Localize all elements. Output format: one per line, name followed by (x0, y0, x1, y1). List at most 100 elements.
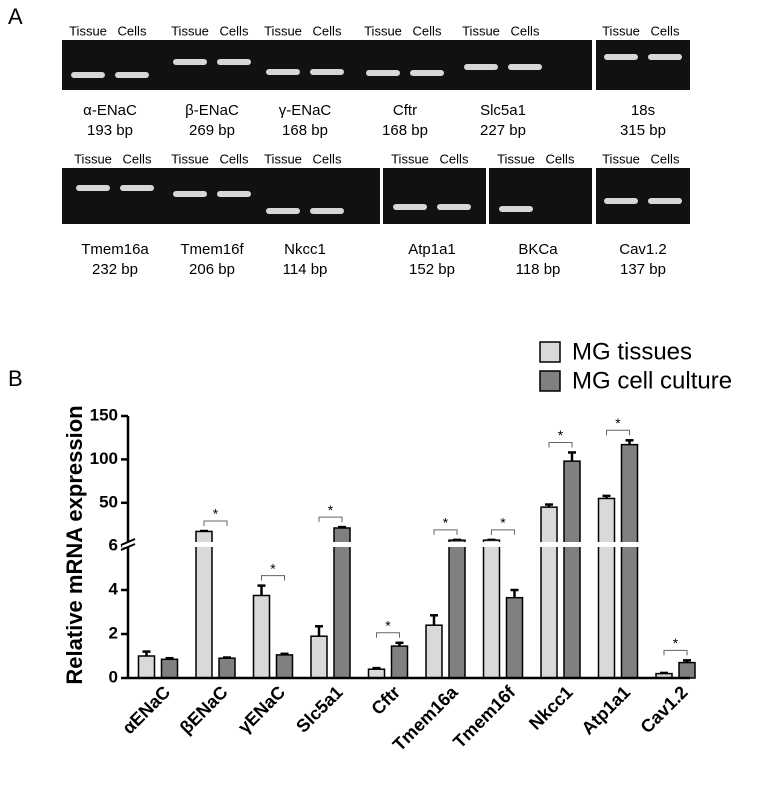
gel-band (648, 54, 682, 60)
lane-header: Tissue (74, 151, 112, 166)
gel-band (604, 198, 638, 204)
bar (252, 594, 271, 679)
lane-header: Tissue (497, 151, 535, 166)
lane-header: Cells (123, 151, 152, 166)
amplicon-size: 227 bp (480, 122, 526, 139)
legend-label: MG cell culture (572, 367, 732, 394)
x-tick-label: Nkcc1 (525, 682, 577, 734)
y-tick-label: 0 (109, 667, 118, 686)
amplicon-size: 193 bp (87, 122, 133, 139)
gene-name: Tmem16f (180, 241, 244, 258)
gene-name: Atp1a1 (408, 241, 456, 258)
y-tick-label: 50 (99, 492, 118, 511)
gel-band (310, 69, 344, 75)
lane-header: Tissue (391, 151, 429, 166)
gel-band (76, 185, 110, 191)
gel-band (464, 64, 498, 70)
y-tick-label: 4 (109, 579, 119, 598)
lane-header: Tissue (602, 151, 640, 166)
x-tick-label: Cav1.2 (636, 682, 691, 737)
gene-name: α-ENaC (83, 102, 137, 119)
gene-name: γ-ENaC (279, 102, 332, 119)
significance-bracket (433, 529, 458, 535)
bar (563, 460, 581, 679)
axis-break (120, 538, 136, 546)
legend-label: MG tissues (572, 338, 692, 365)
gene-name: Cftr (393, 102, 417, 119)
y-tick-label: 150 (90, 405, 118, 424)
legend-swatch (539, 341, 561, 363)
lane-header: Cells (546, 151, 575, 166)
lane-header: Cells (220, 23, 249, 38)
bar (620, 443, 639, 679)
significance-bracket (548, 441, 573, 448)
significance-label: * (213, 506, 219, 522)
x-tick-label: Atp1a1 (578, 682, 635, 739)
gel-band (648, 198, 682, 204)
bar (505, 596, 524, 679)
gel-band (217, 59, 251, 65)
x-tick-label: βENaC (176, 682, 232, 738)
gene-name: Slc5a1 (480, 102, 526, 119)
significance-label: * (558, 427, 564, 443)
lane-header: Cells (651, 151, 680, 166)
gene-name: Tmem16a (81, 241, 149, 258)
significance-label: * (673, 635, 679, 651)
x-tick-label: αENaC (118, 682, 174, 738)
amplicon-size: 152 bp (409, 261, 455, 278)
amplicon-size: 137 bp (620, 261, 666, 278)
bar (160, 658, 179, 679)
significance-bracket (203, 520, 228, 527)
bar (448, 539, 466, 679)
gel-band (508, 64, 542, 70)
bar (597, 497, 616, 679)
gel-image (596, 168, 690, 224)
gel-band (173, 59, 207, 65)
amplicon-size: 168 bp (382, 122, 428, 139)
significance-bracket (376, 632, 400, 638)
y-tick-label: 6 (109, 535, 118, 554)
lane-header: Tissue (462, 23, 500, 38)
lane-header: Tissue (69, 23, 107, 38)
lane-header: Cells (313, 151, 342, 166)
lane-header: Tissue (264, 151, 302, 166)
significance-label: * (270, 560, 276, 576)
amplicon-size: 114 bp (283, 261, 328, 278)
lane-header: Cells (313, 23, 342, 38)
gene-name: BKCa (518, 241, 558, 258)
gel-band (499, 206, 533, 212)
gene-name: Cav1.2 (619, 241, 667, 258)
x-tick-label: γENaC (234, 682, 289, 737)
y-axis-label: Relative mRNA expression (62, 405, 87, 684)
bar (540, 506, 558, 679)
lane-header: Tissue (602, 23, 640, 38)
bar (195, 530, 213, 679)
amplicon-size: 206 bp (189, 261, 235, 278)
gel-band (173, 191, 207, 197)
gene-name: 18s (631, 102, 655, 119)
amplicon-size: 168 bp (282, 122, 328, 139)
lane-header: Cells (651, 23, 680, 38)
axis-break-gap (122, 542, 690, 547)
gel-image (383, 168, 486, 224)
significance-bracket (663, 649, 688, 656)
gel-band (410, 70, 444, 76)
gene-name: β-ENaC (185, 102, 239, 119)
gene-name: Nkcc1 (284, 241, 326, 258)
bar (482, 539, 501, 679)
y-tick-label: 2 (109, 623, 118, 642)
lane-header: Cells (413, 23, 442, 38)
gel-band (115, 72, 149, 78)
bar (678, 661, 696, 679)
lane-header: Tissue (364, 23, 402, 38)
lane-header: Cells (440, 151, 469, 166)
lane-header: Tissue (171, 23, 209, 38)
significance-bracket (261, 575, 285, 581)
panel-label: A (8, 4, 23, 29)
y-tick-label: 100 (90, 449, 118, 468)
gel-image (489, 168, 592, 224)
significance-bracket (318, 516, 343, 523)
bar (367, 668, 386, 679)
amplicon-size: 232 bp (92, 261, 138, 278)
